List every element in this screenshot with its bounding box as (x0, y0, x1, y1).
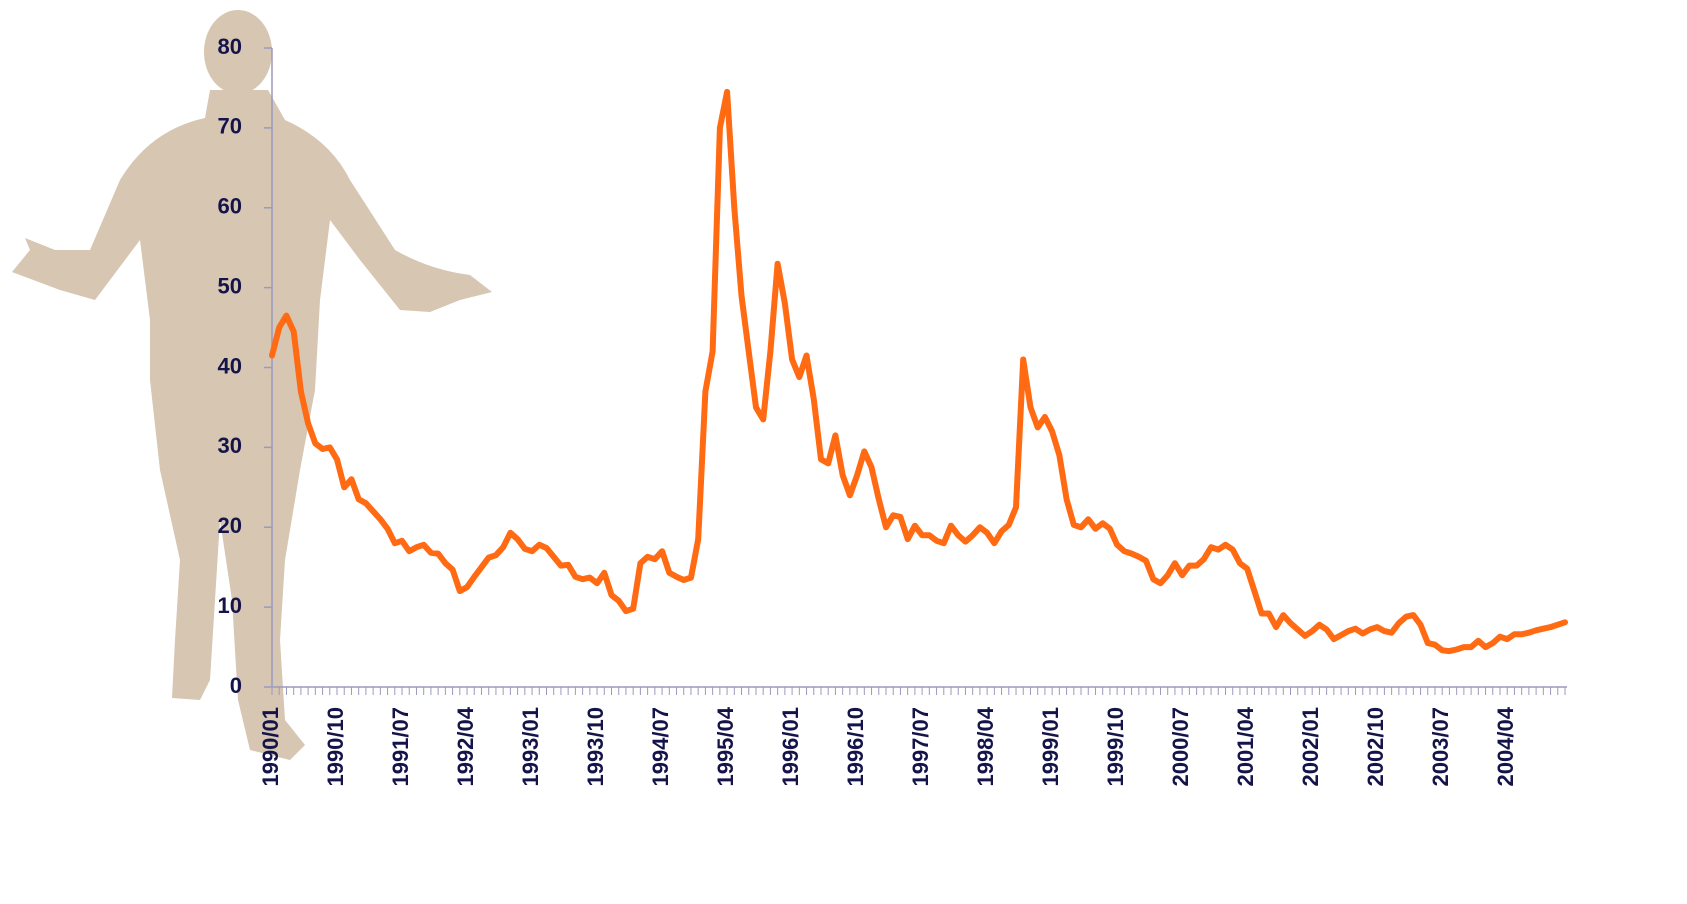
x-tick-label: 2002/01 (1298, 707, 1323, 787)
x-tick-label: 1999/01 (1038, 707, 1063, 787)
x-tick-label: 1990/01 (258, 707, 283, 787)
x-tick-label: 2003/07 (1428, 707, 1453, 787)
y-tick-label: 70 (218, 114, 242, 139)
x-tick-label: 1996/01 (778, 707, 803, 787)
x-tick-label: 1997/07 (908, 707, 933, 787)
chart: 0 10 20 30 40 50 60 70 80 1990/01 1990/10 1991/07 19… (0, 0, 1687, 904)
x-tick-label: 2001/04 (1233, 706, 1258, 786)
y-tick-label: 80 (218, 34, 242, 59)
x-tick-label: 2000/07 (1168, 707, 1193, 787)
silhouette (12, 10, 492, 760)
x-tick-label: 1998/04 (973, 706, 998, 786)
x-tick-label: 1992/04 (453, 706, 478, 786)
y-tick-label: 40 (218, 353, 242, 378)
x-tick-label: 1993/01 (518, 707, 543, 787)
y-tick-label: 20 (218, 513, 242, 538)
data-line (272, 92, 1565, 651)
x-tick-label: 1999/10 (1103, 707, 1128, 787)
y-tick-label: 50 (218, 273, 242, 298)
y-tick-label: 10 (218, 593, 242, 618)
y-tick-label: 60 (218, 194, 242, 219)
x-tick-label: 1991/07 (388, 707, 413, 787)
x-tick-label: 1995/04 (713, 706, 738, 786)
y-tick-label: 30 (218, 433, 242, 458)
x-tick-label: 2004/04 (1493, 706, 1518, 786)
y-tick-label: 0 (230, 673, 242, 698)
x-tick-label: 1994/07 (648, 707, 673, 787)
x-tick-label: 1993/10 (583, 707, 608, 787)
x-tick-label: 1996/10 (843, 707, 868, 787)
x-tick-label: 2002/10 (1363, 707, 1388, 787)
x-tick-label: 1990/10 (323, 707, 348, 787)
